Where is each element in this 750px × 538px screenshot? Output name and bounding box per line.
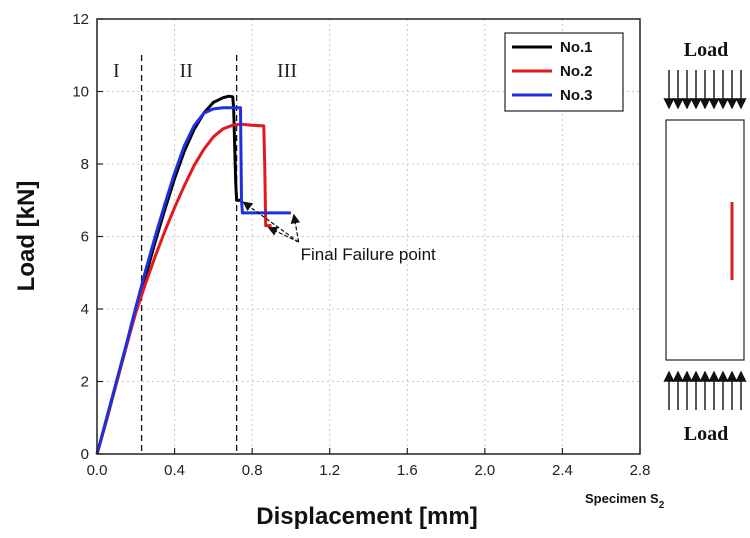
failure-annotation: Final Failure point bbox=[242, 201, 436, 264]
region-label: II bbox=[180, 60, 193, 82]
failure-arrow bbox=[267, 226, 299, 243]
specimen-label-subscript: 2 bbox=[659, 500, 665, 511]
legend: No.1 No.2 No.3 bbox=[504, 32, 624, 112]
specimen-label-text: Specimen S bbox=[585, 491, 659, 506]
load-arrows-bottom bbox=[663, 370, 747, 410]
y-tick-label: 12 bbox=[72, 11, 89, 28]
x-tick-label: 0.8 bbox=[242, 462, 263, 479]
region-label: I bbox=[113, 60, 120, 82]
series-line-2 bbox=[95, 122, 272, 455]
legend-label-3: No.3 bbox=[560, 87, 593, 104]
load-bottom-label: Load bbox=[684, 423, 728, 445]
x-tick-label: 0.4 bbox=[164, 462, 185, 479]
x-tick-label: 1.6 bbox=[397, 462, 418, 479]
load-top-label: Load bbox=[684, 39, 728, 61]
y-tick-label: 6 bbox=[81, 229, 89, 246]
series-line-1 bbox=[95, 94, 241, 455]
x-tick-label: 2.0 bbox=[474, 462, 495, 479]
region-label: III bbox=[277, 60, 297, 82]
load-arrows-top bbox=[663, 70, 747, 110]
x-axis-title: Displacement [mm] bbox=[256, 503, 477, 530]
x-tick-label: 2.4 bbox=[552, 462, 573, 479]
y-tick-label: 4 bbox=[81, 301, 89, 318]
series-line-3 bbox=[95, 106, 291, 455]
x-tick-label: 1.2 bbox=[319, 462, 340, 479]
grid bbox=[97, 19, 640, 454]
specimen-schematic: Load Load Specimen S2 bbox=[585, 39, 747, 511]
legend-label-1: No.1 bbox=[560, 39, 593, 56]
axis-ticks: 0.0 0.4 0.8 1.2 1.6 2.0 2.4 2.8 0 2 4 6 8 10 12 bbox=[72, 11, 650, 479]
annotation-label: Final Failure point bbox=[301, 245, 436, 264]
series-lines bbox=[95, 94, 291, 455]
y-tick-label: 0 bbox=[81, 446, 89, 463]
y-tick-label: 8 bbox=[81, 156, 89, 173]
x-tick-label: 0.0 bbox=[87, 462, 108, 479]
y-axis-title: Load [kN] bbox=[13, 181, 40, 292]
region-boundaries: I II III bbox=[113, 55, 297, 454]
specimen-label: Specimen S2 bbox=[585, 491, 665, 511]
failure-arrow bbox=[290, 213, 301, 243]
failure-arrow bbox=[242, 201, 299, 243]
y-tick-label: 2 bbox=[81, 374, 89, 391]
y-tick-label: 10 bbox=[72, 84, 89, 101]
legend-label-2: No.2 bbox=[560, 63, 593, 80]
x-tick-label: 2.8 bbox=[630, 462, 651, 479]
